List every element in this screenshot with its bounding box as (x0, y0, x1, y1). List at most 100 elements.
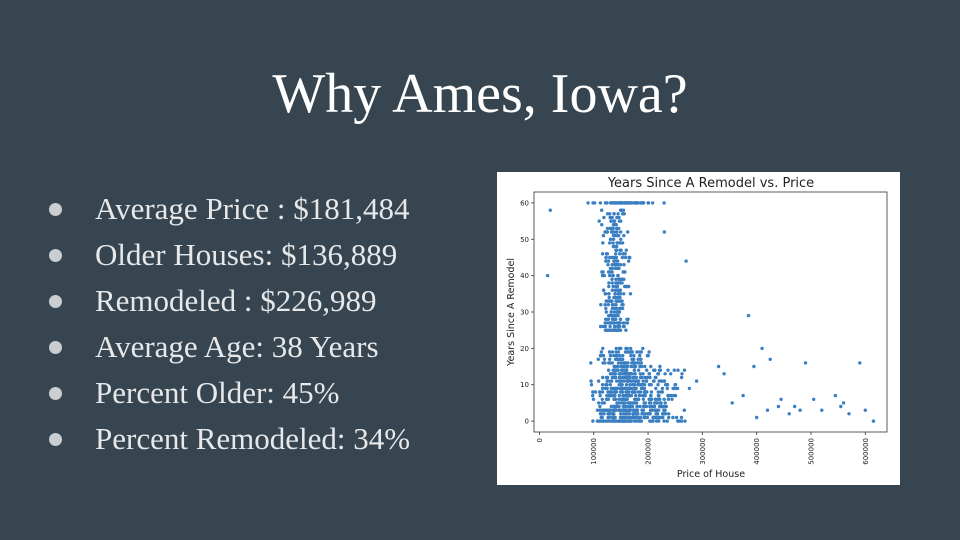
scatter-point (639, 361, 643, 365)
scatter-point (610, 266, 615, 271)
scatter-point (632, 415, 636, 420)
scatter-point (665, 419, 669, 423)
scatter-point (746, 313, 751, 318)
scatter-point (667, 415, 671, 420)
scatter-point (604, 375, 609, 380)
scatter-point (608, 299, 612, 303)
x-tick-label: 0 (536, 438, 544, 442)
scatter-point (603, 386, 608, 391)
scatter-point (601, 241, 605, 245)
scatter-point (650, 408, 654, 412)
scatter-point (589, 361, 593, 365)
scatter-point (631, 375, 636, 380)
scatter-point (638, 372, 642, 376)
scatter-point (614, 277, 618, 281)
bullet-dot (49, 248, 62, 262)
scatter-point (625, 321, 630, 325)
scatter-point (621, 375, 625, 380)
scatter-point (630, 404, 635, 409)
scatter-point (617, 306, 622, 311)
scatter-point (628, 401, 633, 405)
scatter-point (615, 357, 620, 361)
scatter-point (627, 412, 631, 416)
scatter-point (642, 404, 647, 409)
scatter-point (644, 390, 649, 394)
scatter-point (679, 375, 684, 380)
scatter-point (601, 375, 605, 380)
scatter-point (716, 364, 721, 369)
scatter-point (619, 230, 623, 234)
scatter-point (687, 386, 692, 391)
scatter-point (615, 266, 620, 271)
scatter-point (631, 364, 635, 369)
scatter-point (638, 415, 643, 420)
scatter-point (647, 372, 652, 376)
scatter-point (653, 397, 658, 401)
scatter-point (629, 346, 633, 351)
y-tick-label: 10 (520, 381, 529, 389)
scatter-point (618, 317, 623, 321)
scatter-point (611, 226, 615, 231)
scatter-point (612, 310, 617, 314)
scatter-point (619, 361, 623, 365)
scatter-point (618, 419, 623, 423)
scatter-point (622, 212, 626, 216)
scatter-point (636, 390, 641, 394)
scatter-point (643, 375, 647, 380)
scatter-point (660, 386, 665, 391)
scatter-point (649, 390, 654, 394)
scatter-point (611, 223, 616, 227)
scatter-point (620, 241, 625, 245)
scatter-point (602, 273, 607, 278)
scatter-point (603, 361, 607, 365)
scatter-point (646, 201, 651, 205)
y-tick-label: 0 (525, 418, 529, 426)
scatter-point (636, 357, 640, 361)
scatter-point (608, 353, 613, 358)
scatter-point (591, 201, 595, 205)
scatter-point (611, 412, 616, 416)
scatter-point (803, 361, 808, 365)
scatter-point (613, 255, 617, 260)
x-tick-label: 600000 (862, 438, 870, 465)
scatter-point (607, 415, 612, 420)
scatter-point (608, 273, 612, 278)
scatter-point (604, 306, 608, 311)
scatter-point (625, 397, 629, 401)
scatter-point (618, 277, 623, 281)
scatter-point (611, 408, 616, 412)
scatter-point (595, 408, 600, 412)
scatter-point (684, 259, 688, 263)
scatter-point (620, 372, 624, 376)
scatter-point (591, 393, 595, 398)
scatter-point (614, 223, 618, 227)
scatter-point (616, 401, 621, 405)
scatter-point (635, 404, 639, 409)
scatter-point (649, 393, 653, 398)
scatter-point (871, 419, 876, 423)
scatter-point (617, 393, 622, 398)
scatter-point (633, 412, 637, 416)
scatter-point (623, 201, 627, 205)
scatter-point (622, 292, 626, 296)
scatter-point (624, 390, 628, 394)
scatter-point (613, 317, 617, 321)
scatter-point (641, 397, 646, 401)
bullet-text: Average Age: 38 Years (95, 329, 379, 364)
scatter-point (608, 255, 612, 260)
scatter-point (599, 419, 603, 423)
scatter-point (672, 368, 676, 372)
scatter-point (620, 303, 624, 307)
scatter-point (658, 368, 663, 372)
scatter-point (683, 419, 687, 423)
scatter-point (602, 215, 606, 220)
scatter-point (636, 368, 641, 372)
scatter-point (618, 386, 623, 391)
scatter-point (655, 412, 659, 416)
scatter-point (618, 346, 623, 351)
scatter-point (667, 393, 672, 398)
scatter-point (653, 375, 657, 380)
y-tick-label: 30 (520, 309, 529, 317)
scatter-point (779, 397, 783, 401)
scatter-point (601, 270, 605, 274)
